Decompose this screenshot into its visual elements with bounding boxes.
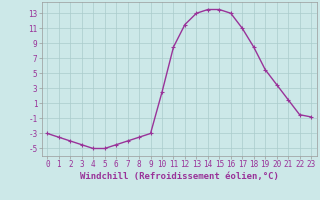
- X-axis label: Windchill (Refroidissement éolien,°C): Windchill (Refroidissement éolien,°C): [80, 172, 279, 181]
